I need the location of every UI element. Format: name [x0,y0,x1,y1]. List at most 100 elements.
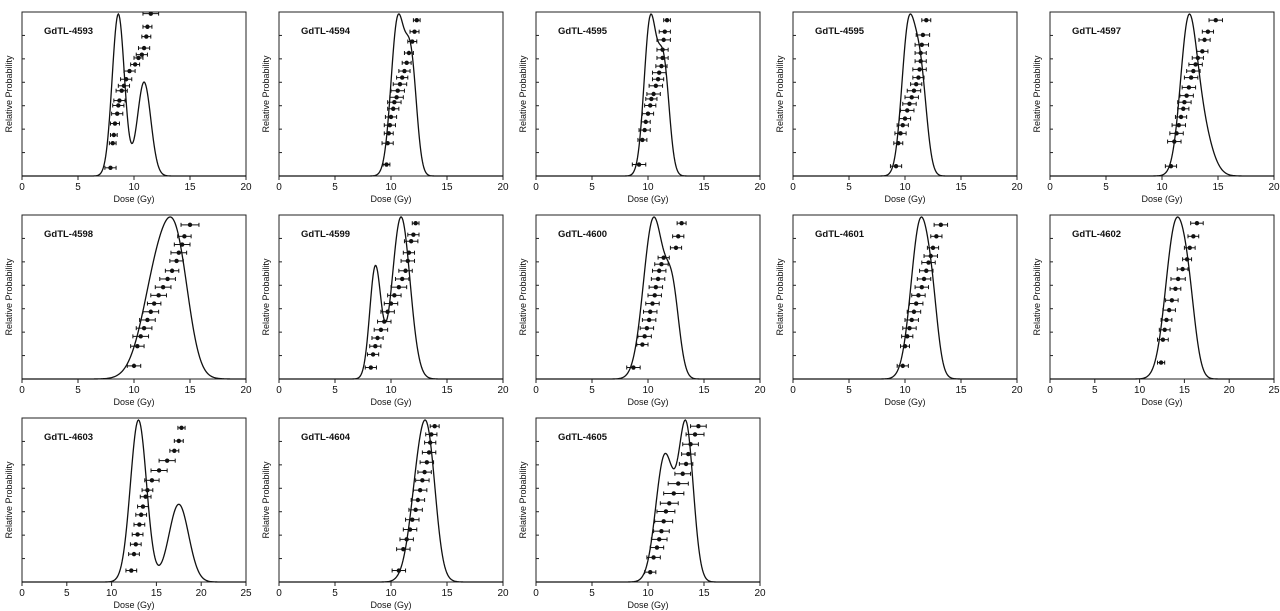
x-tick-label: 10 [899,182,911,193]
dose-point [432,424,437,429]
dose-point [135,344,140,349]
dose-point [938,222,944,228]
panel-title: GdTL-4601 [815,229,865,240]
chart-panel: 0 5 10 15 20 Dose (Gy) Relative Probability GdT… [0,0,256,204]
x-axis-label: Dose (Gy) [884,194,925,204]
x-axis-label: Dose (Gy) [627,194,668,204]
dose-point [426,450,432,455]
x-tick-label: 15 [698,182,710,193]
dose-point [404,537,409,542]
x-tick-label: 5 [589,182,595,193]
dose-point [375,335,380,341]
y-axis-label: Relative Probability [1032,55,1042,133]
panel-title: GdTL-4602 [1072,229,1121,240]
dose-point [111,132,117,138]
dose-point [930,245,936,250]
dose-point [164,458,170,463]
dose-point [378,327,384,332]
dose-point [132,62,138,67]
panel-title: GdTL-4600 [558,229,607,240]
dose-point [137,522,142,527]
dose-point [385,309,390,314]
x-tick-label: 15 [184,385,196,396]
dose-point [655,276,661,282]
y-axis-label: Relative Probability [4,461,14,539]
y-axis-label: Relative Probability [518,258,528,336]
dose-point [135,532,140,537]
dose-point [1166,307,1172,313]
dose-point [631,365,636,370]
x-tick-label: 5 [75,385,81,396]
x-tick-label: 20 [497,588,509,599]
x-tick-label: 15 [955,385,967,396]
dose-point [145,487,150,493]
dose-point [905,334,910,339]
chart-svg: 0 5 10 15 20 Dose (Gy) Relative Probability GdT… [518,417,766,610]
dose-point [648,309,653,314]
dose-point [387,122,393,128]
dose-point [662,29,667,34]
chart-svg: 0 5 10 15 20 Dose (Gy) Relative Probability GdT… [261,11,509,204]
x-axis-label: Dose (Gy) [884,397,925,407]
dose-point [406,50,412,56]
chart-panel: 0 5 10 15 20 Dose (Gy) Relative Probability GdT… [514,203,770,407]
dose-point [131,363,137,369]
x-tick-label: 10 [642,588,654,599]
dose-point [1175,276,1181,282]
dose-point [907,101,912,107]
dose-point [403,268,408,273]
dose-point [1191,68,1196,74]
dose-point [683,461,689,467]
dose-point [127,68,132,74]
dose-point [924,18,929,23]
dose-point [422,469,427,475]
plot-frame [21,417,247,583]
x-tick-label: 20 [754,182,766,193]
dose-point [145,24,150,29]
dose-point [424,460,430,465]
dose-point [169,268,175,273]
dose-point [640,137,645,143]
dose-point [116,103,121,108]
dose-point [909,317,914,323]
y-axis-label: Relative Probability [4,258,14,336]
dose-point [429,432,434,437]
dose-point [642,127,647,133]
x-tick-label: 0 [790,385,796,396]
x-tick-label: 5 [75,182,81,193]
y-axis-label: Relative Probability [261,55,271,133]
y-axis-label: Relative Probability [775,258,785,336]
x-tick-label: 5 [846,385,852,396]
dose-point [138,512,144,517]
density-curve [793,216,1017,380]
dose-point [182,234,187,239]
chart-panel: 0 5 10 15 20 Dose (Gy) Relative Probability GdT… [514,0,770,204]
dose-point [401,547,406,552]
dose-point [160,284,166,290]
dose-point [663,509,669,514]
x-tick-label: 20 [240,182,252,193]
x-tick-label: 0 [19,588,25,599]
dose-point [673,245,679,250]
chart-svg: 0 5 10 15 20 Dose (Gy) Relative Probability GdT… [261,417,509,610]
x-tick-label: 5 [64,588,70,599]
x-tick-label: 25 [1268,385,1280,396]
dose-point [172,448,177,453]
dose-point [917,67,922,72]
x-axis-label: Dose (Gy) [370,194,411,204]
dose-point [165,276,170,282]
x-tick-label: 15 [1212,182,1224,193]
x-tick-label: 15 [1179,385,1191,396]
chart-panel: 0 5 10 15 20 Dose (Gy) Relative Probability GdT… [257,406,513,610]
dose-point [373,344,378,349]
dose-point [919,284,924,290]
dose-point [657,70,662,75]
density-curve [279,419,503,583]
x-tick-label: 5 [846,182,852,193]
dose-point [636,162,642,167]
dose-point [140,504,146,509]
x-tick-label: 20 [196,588,208,599]
dose-point [692,432,698,437]
dose-point [896,141,901,146]
dose-point [141,45,147,51]
